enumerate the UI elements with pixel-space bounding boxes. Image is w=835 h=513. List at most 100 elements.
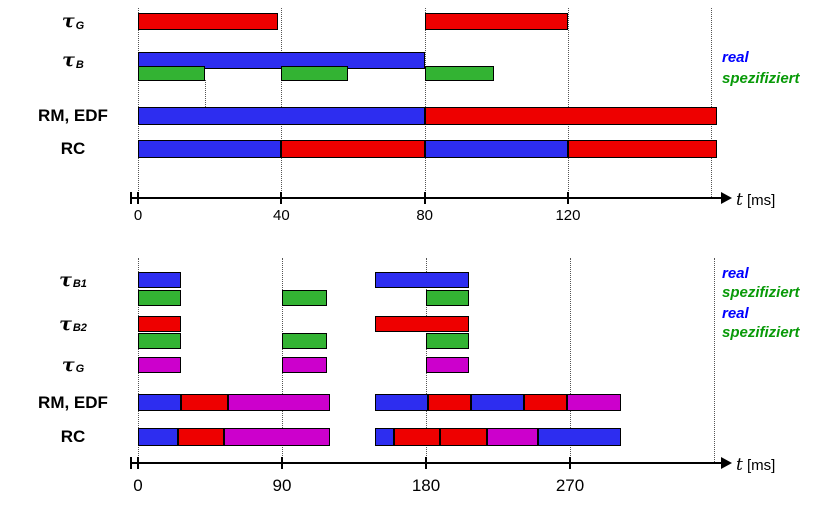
legend-real-label: real [722,265,749,282]
tau-subscript: B1 [72,278,87,290]
rmedf-bar [470,394,524,411]
row-label-tauB2-real: τ B2 [16,314,130,334]
tau-symbol: τ [61,353,75,376]
axis-arrow-icon [721,192,732,204]
axis-tick-label: 0 [133,207,143,224]
row-label-rc: RC [60,139,86,158]
axis-tick [280,192,283,204]
rmedf-bar [138,107,425,125]
tauB1-spec-bar [282,290,327,306]
rmedf-bar [523,394,567,411]
rc-bar [178,428,225,446]
axis-tick-label: 180 [411,476,441,495]
rmedf-bar [227,394,330,411]
axis-tick [281,457,283,469]
tauB2-spec-bar [138,333,182,349]
tau-symbol: τ [62,49,75,71]
rc-bar [138,428,178,446]
rmedf-bar [427,394,471,411]
gridline [570,258,571,462]
tauB1-spec-bar [426,290,470,306]
legend-spezifiziert-label: spezifiziert [722,324,800,341]
rmedf-bar [424,107,718,125]
t-unit: [ms] [742,457,776,474]
axis-tick-label: 120 [555,207,581,224]
tauB1-real-bar [138,272,182,288]
guide-line [204,80,206,113]
legend-real-label: real [722,305,749,322]
tau-subscript: G [75,19,85,32]
tauB2-spec-bar [426,333,470,349]
tauB2-real-bar [374,316,470,332]
legend-real-label: real [722,49,749,66]
axis-start-tick [130,457,132,469]
gridline [714,258,715,462]
axis-tick [423,192,426,204]
axis-tick [569,457,571,469]
time-axis [130,197,722,199]
tau-symbol: τ [59,268,72,291]
tauB-spec-bar [138,66,205,81]
axis-tick-label: 0 [133,476,143,495]
axis-tick-label: 80 [416,207,433,224]
axis-tick [137,457,139,469]
tauB2-spec-bar [282,333,327,349]
rmedf-bar [566,394,622,411]
axis-tick-label: 270 [555,476,585,495]
tau-subscript: B [75,58,84,71]
rc-bar [374,428,394,446]
row-label-rmedf: RM, EDF [38,106,108,125]
rc-bar [224,428,330,446]
axis-tick-label: 90 [272,476,292,495]
axis-tick [425,457,427,469]
tauG-bar [138,13,278,30]
gridline [281,8,283,197]
row-label-rc: RC [60,427,86,446]
axis-arrow-icon [721,457,732,469]
axis-title: t [ms] [736,190,775,210]
tauG-bar [282,357,327,373]
axis-tick [566,192,569,204]
rc-bar [440,428,487,446]
tauB-spec-bar [424,66,495,81]
rc-bar [538,428,622,446]
t-unit: [ms] [742,192,776,209]
tau-subscript: G [75,363,85,375]
legend-spezifiziert-label: spezifiziert [722,284,800,301]
rc-bar [394,428,441,446]
axis-start-tick [130,192,132,204]
rmedf-bar [138,394,182,411]
tauB1-spec-bar [138,290,182,306]
rmedf-bar [374,394,428,411]
axis-title: t [ms] [736,455,775,475]
rc-bar [567,140,718,158]
rc-bar [281,140,425,158]
rc-bar [486,428,538,446]
gridline [567,8,569,197]
tau-symbol: τ [59,312,72,335]
t-variable: t [736,190,743,210]
tauG-bar [426,357,470,373]
rc-bar [424,140,568,158]
tauG-bar [138,357,182,373]
tauB-spec-bar [281,66,348,81]
axis-tick-label: 40 [272,207,290,224]
legend-spezifiziert-label: spezifiziert [722,70,800,87]
t-variable: t [736,455,743,475]
axis-tick [137,192,139,204]
tau-subscript: B2 [72,322,87,334]
gridline [424,8,426,197]
tauB2-real-bar [138,316,182,332]
row-label-tauB1-real: τ B1 [16,270,130,290]
gridline [711,8,713,197]
tauB1-real-bar [374,272,470,288]
tau-symbol: τ [61,10,75,32]
row-label-rmedf: RM, EDF [38,392,108,412]
rmedf-bar [181,394,228,411]
